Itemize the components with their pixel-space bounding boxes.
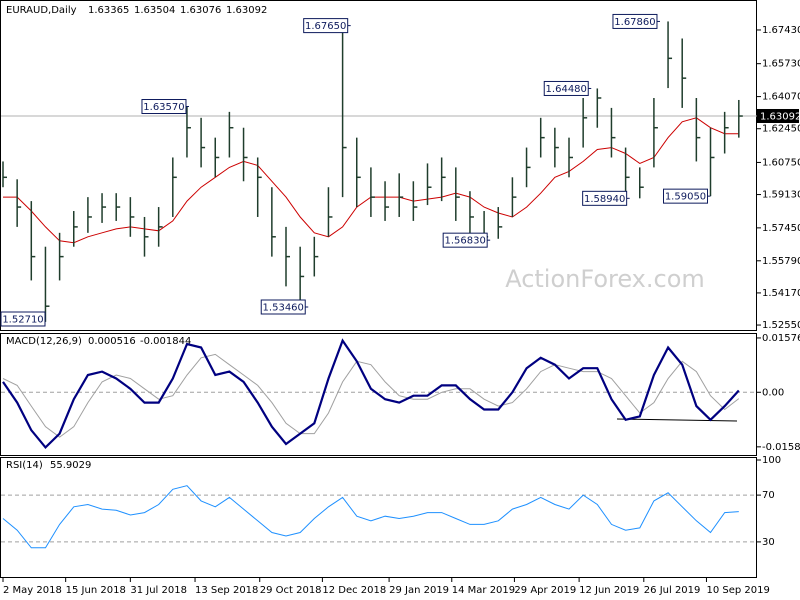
x-tick-label: 15 Jun 2018 <box>66 585 126 596</box>
annotation-box <box>543 80 589 96</box>
y-tick-label: 1.59130 <box>762 190 800 201</box>
macd-signal-value: -0.001844 <box>140 336 191 347</box>
annotation-box <box>141 99 187 115</box>
current-price-box <box>757 108 799 123</box>
y-tick-label: 0.00 <box>762 387 784 398</box>
x-tick-label: 26 Jul 2019 <box>644 585 701 596</box>
price-panel <box>0 0 757 331</box>
macd-panel <box>0 333 757 456</box>
y-tick-label: 1.55790 <box>762 256 800 267</box>
annotation-label: 1.59050 <box>665 192 706 203</box>
annotation-box <box>260 299 306 315</box>
y-tick-label: -0.015834 <box>762 442 800 453</box>
macd-signal-line <box>2 353 740 438</box>
macd-title: MACD(12,26,9) <box>6 336 82 347</box>
close-value: 1.63092 <box>226 5 267 16</box>
y-tick-label: 1.64070 <box>762 92 800 103</box>
y-tick-label: 1.52550 <box>762 320 800 331</box>
watermark: ActionForex.com <box>505 265 705 293</box>
open-value: 1.63365 <box>88 5 129 16</box>
y-tick-label: 1.67430 <box>762 25 800 36</box>
x-tick-label: 29 Oct 2018 <box>260 585 322 596</box>
annotation-box <box>303 18 349 34</box>
annotation-label: 1.67860 <box>614 17 655 28</box>
x-tick-label: 2 May 2018 <box>3 585 62 596</box>
annotation-box <box>612 13 658 29</box>
rsi-value: 55.9029 <box>50 460 91 471</box>
trend-line <box>616 418 738 422</box>
annotation-box <box>442 232 488 248</box>
high-value: 1.63504 <box>134 5 175 16</box>
x-tick-label: 14 Mar 2019 <box>452 585 515 596</box>
y-tick-label: 1.62450 <box>762 124 800 135</box>
annotation-label: 1.63570 <box>143 102 184 113</box>
x-tick-label: 29 Apr 2019 <box>514 585 576 596</box>
annotation-label: 1.64480 <box>546 84 587 95</box>
current-price-label: 1.63092 <box>760 111 800 122</box>
annotation-box <box>0 311 46 327</box>
annotation-label: 1.67650 <box>305 21 346 32</box>
low-value: 1.63076 <box>180 5 221 16</box>
y-tick-label: 30 <box>762 537 775 548</box>
annotation-label: 1.53460 <box>263 302 304 313</box>
annotation-label: 1.56830 <box>444 236 485 247</box>
x-tick-label: 12 Jun 2019 <box>579 585 639 596</box>
y-tick-label: 70 <box>762 490 775 501</box>
y-tick-label: 1.57450 <box>762 223 800 234</box>
macd-main-value: 0.000516 <box>88 336 136 347</box>
x-tick-label: 31 Jul 2018 <box>130 585 187 596</box>
rsi-panel <box>0 457 757 578</box>
y-tick-label: 1.60750 <box>762 157 800 168</box>
annotation-label: 1.58940 <box>584 194 625 205</box>
rsi-title: RSI(14) <box>6 460 43 471</box>
x-tick-label: 12 Dec 2018 <box>322 585 386 596</box>
y-tick-label: 0.015762 <box>762 333 800 344</box>
y-tick-label: 100 <box>762 455 781 466</box>
y-tick-label: 1.65730 <box>762 59 800 70</box>
rsi-line <box>2 485 739 549</box>
x-tick-label: 10 Sep 2019 <box>706 585 769 596</box>
annotation-label: 1.52710 <box>2 315 43 326</box>
x-tick-label: 13 Sep 2018 <box>195 585 258 596</box>
annotation-box <box>582 190 628 206</box>
symbol-title: EURAUD,Daily <box>6 5 77 16</box>
macd-main-line <box>2 338 740 450</box>
y-tick-label: 1.54170 <box>762 288 800 299</box>
x-tick-label: 29 Jan 2019 <box>389 585 449 596</box>
annotation-box <box>663 188 709 204</box>
